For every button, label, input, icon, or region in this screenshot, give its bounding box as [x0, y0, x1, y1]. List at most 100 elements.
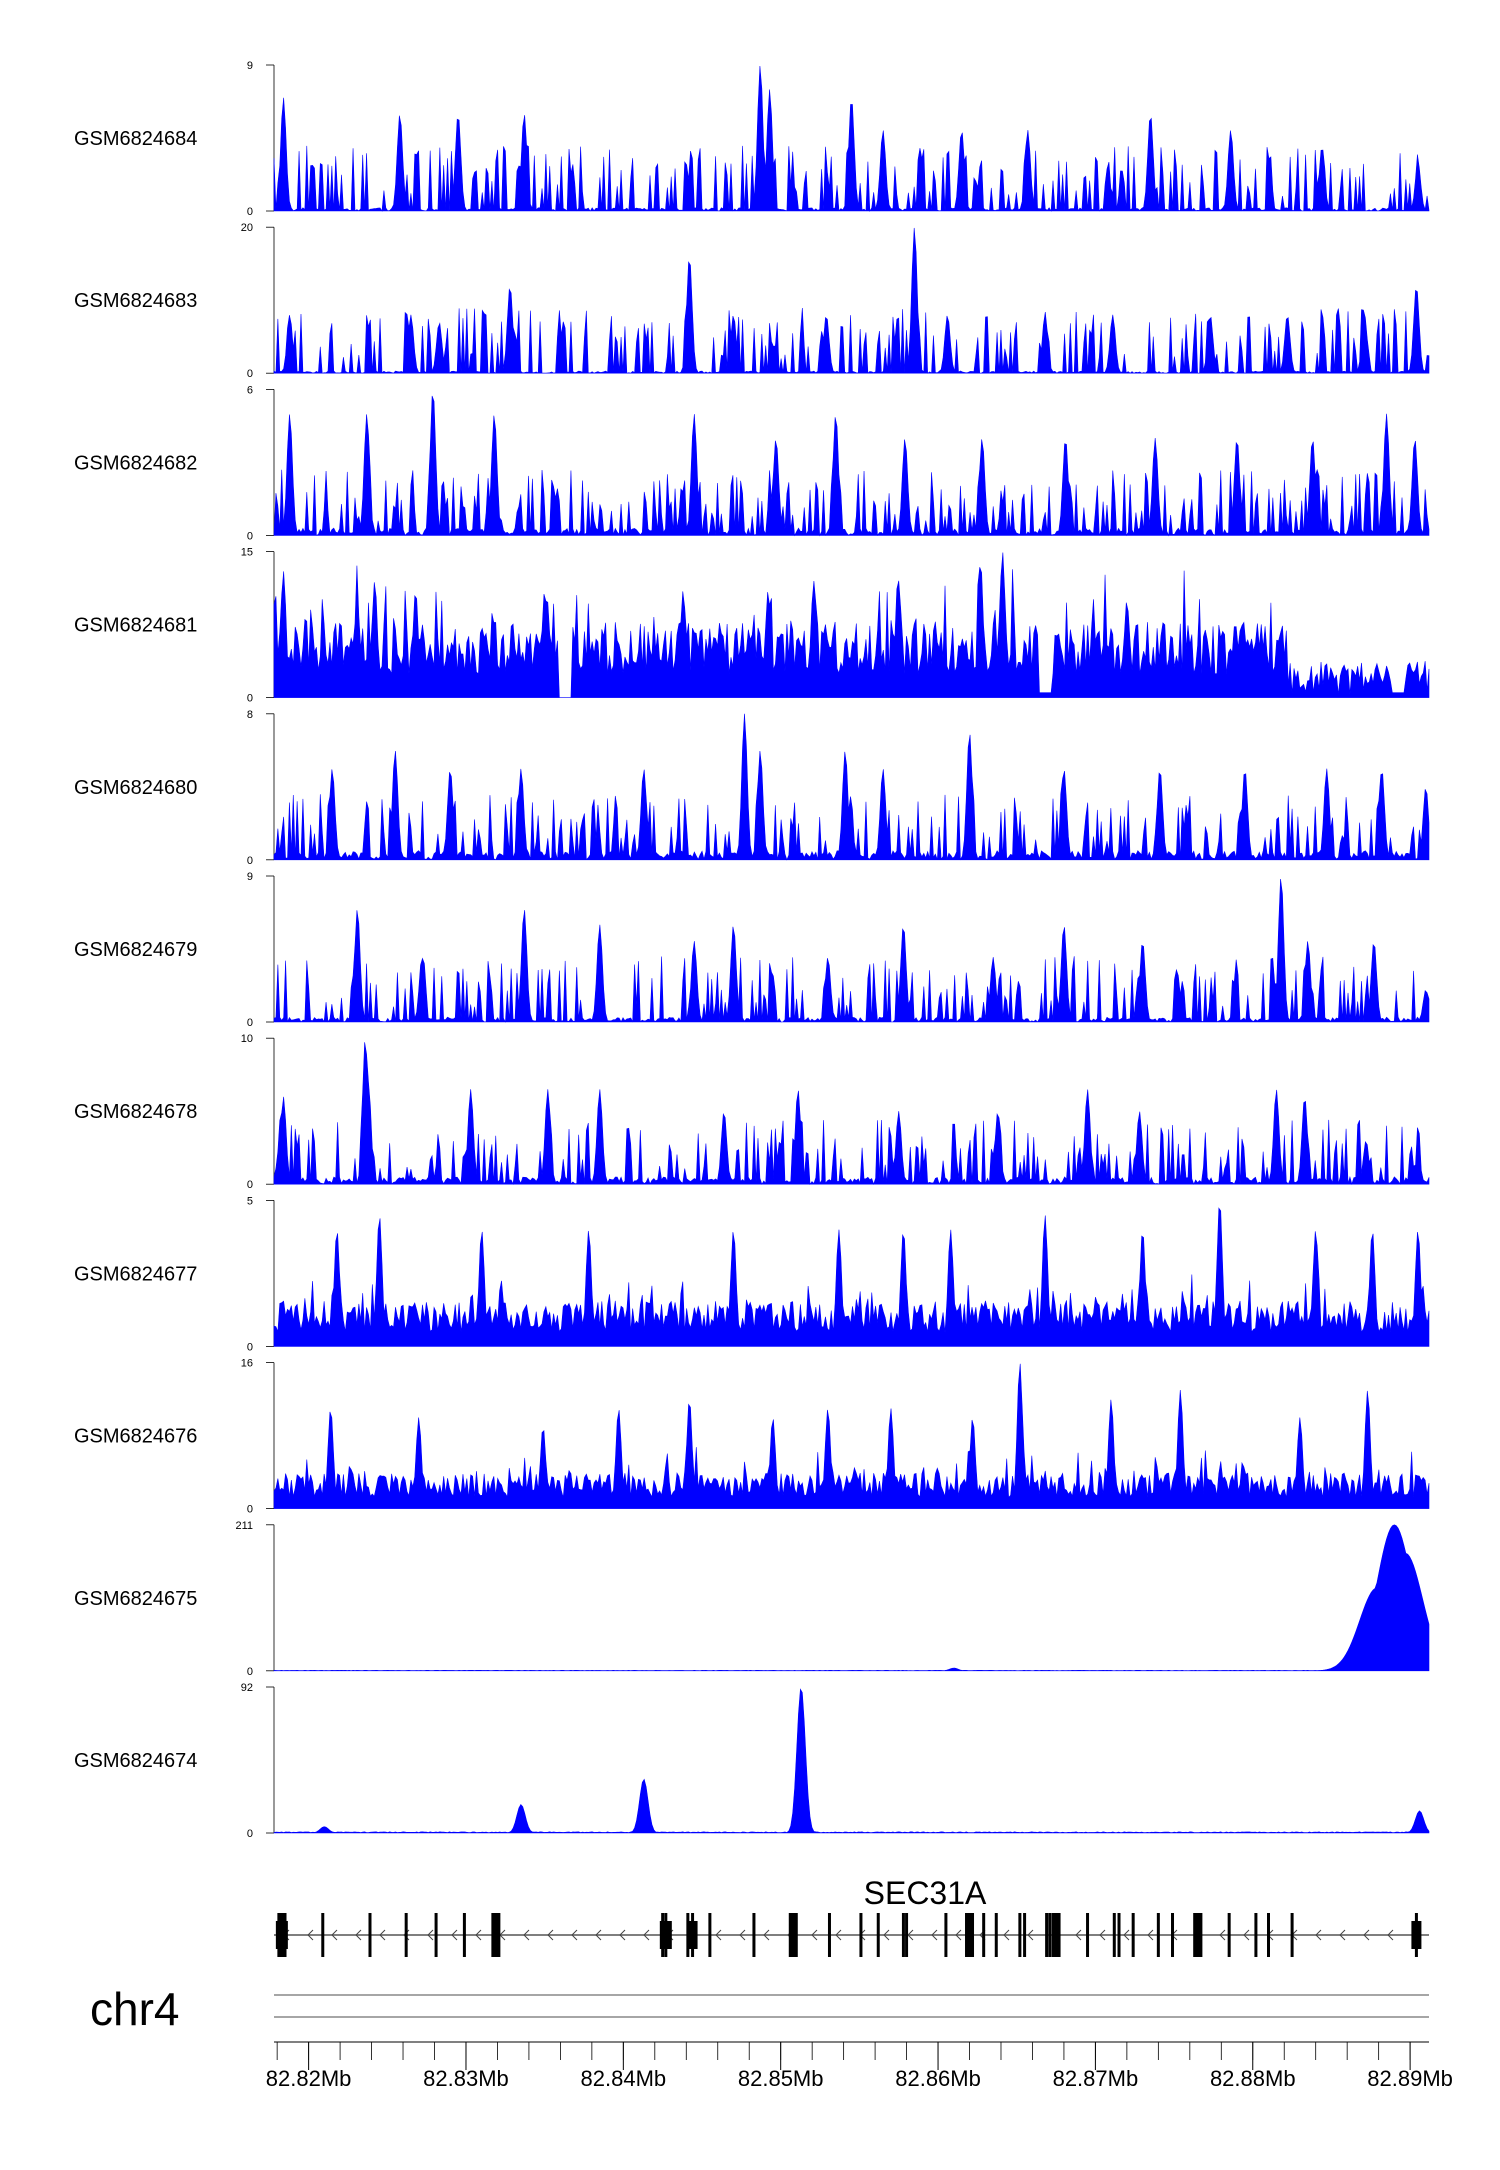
y-max-label: 92 [241, 1682, 253, 1694]
y-max-label: 6 [247, 384, 253, 396]
track-label: GSM6824676 [74, 1426, 197, 1448]
coverage-area [273, 227, 1430, 374]
y-max-label: 9 [247, 871, 253, 883]
strand-arrow [835, 1929, 842, 1941]
exon [1171, 1913, 1175, 1957]
strand-arrow [1099, 1929, 1106, 1941]
x-tick-label: 82.88Mb [1210, 2066, 1296, 2091]
exon [1117, 1913, 1121, 1957]
y-max-label: 8 [247, 709, 253, 721]
x-tick-label: 82.89Mb [1367, 2066, 1453, 2091]
y-min-label: 0 [247, 1828, 253, 1840]
track-label: GSM6824674 [74, 1750, 197, 1772]
coverage-area [273, 1688, 1430, 1834]
exon [982, 1913, 986, 1957]
strand-arrow [1339, 1929, 1346, 1941]
coverage-tracks: GSM682468490GSM6824683200GSM682468260GSM… [74, 60, 1430, 1840]
track-GSM6824684: GSM6824684 9 0 [74, 60, 1430, 218]
exon [491, 1913, 501, 1957]
strand-arrow [379, 1929, 386, 1941]
exon [1290, 1913, 1294, 1957]
exon [901, 1913, 905, 1957]
y-max-label: 5 [247, 1195, 253, 1207]
strand-arrow [1027, 1929, 1034, 1941]
strand-arrow [355, 1929, 362, 1941]
exon [321, 1913, 325, 1957]
strand-arrow [475, 1929, 482, 1941]
x-axis-ticks: 82.82Mb 82.83Mb 82.84Mb 82.85Mb 82.86Mb 82.87… [266, 2042, 1453, 2091]
y-max-label: 9 [247, 60, 253, 72]
track-GSM6824678: GSM6824678 10 0 [74, 1033, 1430, 1191]
strand-arrow [1147, 1929, 1154, 1941]
exon [1156, 1913, 1160, 1957]
track-label: GSM6824675 [74, 1588, 197, 1610]
track-GSM6824680: GSM6824680 8 0 [74, 709, 1430, 867]
strand-arrow [307, 1929, 314, 1941]
chromosome-label: chr4 [90, 1983, 179, 2035]
y-min-label: 0 [247, 1504, 253, 1516]
exon [827, 1913, 831, 1957]
y-min-label: 0 [247, 530, 253, 542]
strand-arrow [1387, 1929, 1394, 1941]
coverage-area [273, 1207, 1430, 1347]
y-min-label: 0 [247, 1666, 253, 1678]
exon [1086, 1913, 1090, 1957]
exon [1051, 1913, 1061, 1957]
strand-arrow [1075, 1929, 1082, 1941]
y-max-label: 20 [241, 222, 253, 234]
exon [1048, 1913, 1052, 1957]
strand-arrow [427, 1929, 434, 1941]
x-tick-label: 82.85Mb [738, 2066, 824, 2091]
exon [965, 1913, 975, 1957]
y-min-label: 0 [247, 1341, 253, 1353]
track-GSM6824683: GSM6824683 20 0 [74, 222, 1430, 380]
exon-block [687, 1921, 698, 1949]
y-min-label: 0 [247, 855, 253, 867]
strand-arrow [715, 1929, 722, 1941]
strand-arrow [883, 1929, 890, 1941]
genome-axis: chr4 82.82Mb 82.83Mb 82.84Mb 82.85Mb 82.86Mb… [90, 1983, 1453, 2091]
strand-arrow [547, 1929, 554, 1941]
track-GSM6824682: GSM6824682 6 0 [74, 384, 1430, 542]
coverage-area [273, 66, 1430, 212]
exon [994, 1913, 998, 1957]
exon [752, 1913, 756, 1957]
strand-arrow [1003, 1929, 1010, 1941]
strand-arrow [1243, 1929, 1250, 1941]
y-max-label: 15 [241, 547, 253, 559]
x-tick-label: 82.87Mb [1053, 2066, 1139, 2091]
exon [1131, 1913, 1135, 1957]
strand-arrow [931, 1929, 938, 1941]
track-GSM6824676: GSM6824676 16 0 [74, 1358, 1430, 1516]
x-tick-label: 82.82Mb [266, 2066, 352, 2091]
strand-arrow [1219, 1929, 1226, 1941]
coverage-area [273, 1524, 1430, 1672]
exon [1267, 1913, 1270, 1957]
coverage-area [273, 713, 1430, 861]
track-label: GSM6824679 [74, 939, 197, 961]
track-label: GSM6824682 [74, 452, 197, 474]
x-tick-label: 82.83Mb [423, 2066, 509, 2091]
gene-label: SEC31A [864, 1875, 987, 1911]
exon [944, 1913, 948, 1957]
strand-arrow [331, 1929, 338, 1941]
exon [788, 1913, 798, 1957]
exon [404, 1913, 408, 1957]
exon [1254, 1913, 1258, 1957]
y-max-label: 10 [241, 1033, 253, 1045]
exon-block [659, 1921, 672, 1949]
coverage-area [273, 1363, 1430, 1509]
exon-block [1411, 1921, 1422, 1949]
exon [434, 1913, 438, 1957]
exon [462, 1913, 466, 1957]
strand-arrow [643, 1929, 650, 1941]
track-label: GSM6824677 [74, 1263, 197, 1285]
strand-arrow [523, 1929, 530, 1941]
exon [876, 1913, 880, 1957]
strand-arrow [571, 1929, 578, 1941]
y-min-label: 0 [247, 368, 253, 380]
strand-arrow [1123, 1929, 1130, 1941]
y-min-label: 0 [247, 693, 253, 705]
track-label: GSM6824683 [74, 290, 197, 312]
